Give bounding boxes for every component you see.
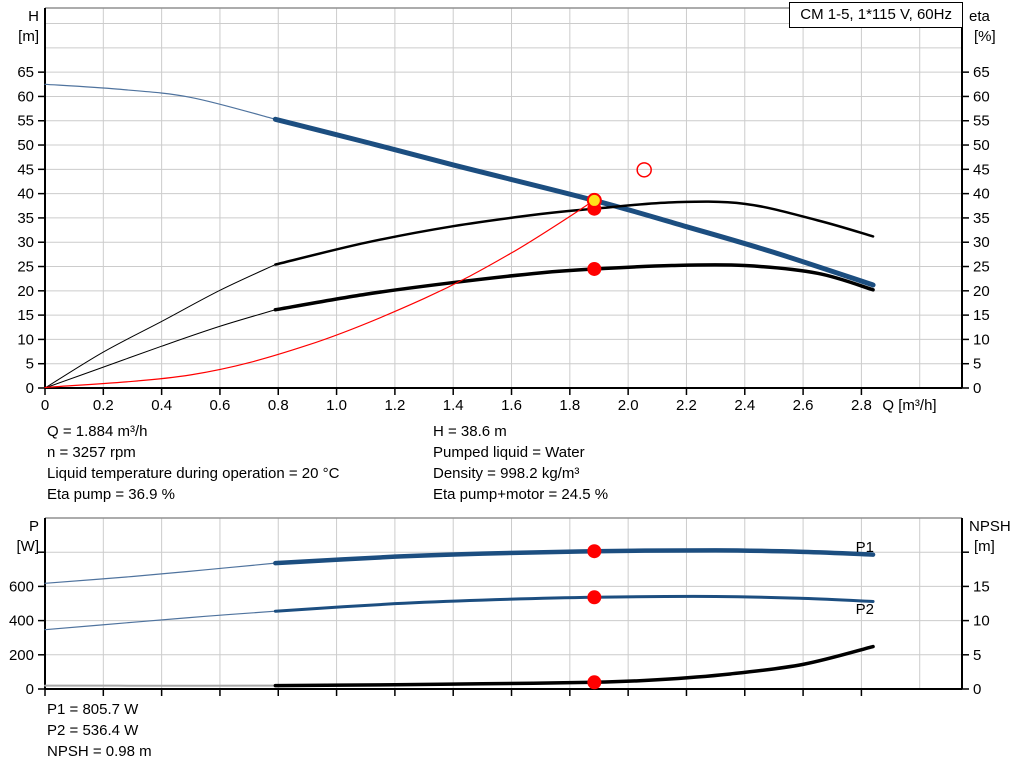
x-tick-label: 2.4 [734,397,755,414]
y-right-tick-label: 50 [973,137,990,154]
p2-curve [273,594,875,613]
pump-model-label: CM 1-5, 1*115 V, 60Hz [800,6,952,23]
y-left-tick-label: 30 [17,234,34,251]
eta-pump-motor-curve [273,263,875,312]
y-right-tick-label: 55 [973,113,990,130]
y-left-tick-label: 600 [9,578,34,595]
y-left-tick-label: 55 [17,113,34,130]
eta-pump-motor-curve-thin [44,309,276,389]
y-left-tick-label: 10 [17,331,34,348]
head-curve [272,116,876,288]
power-npsh-chart[interactable]: 0 200 400 600 0 5 10 15 P [W] NPSH [m] P1 P2 [9,517,1011,698]
y-right-tick-label: 65 [973,64,990,81]
info-liquid-temperature: Liquid temperature during operation = 20… [47,465,340,482]
y-left-tick-label: 0 [26,681,34,698]
y-left-tick-label: 20 [17,283,34,300]
x-tick-label: 2.6 [793,397,814,414]
y-right-tick-label: 0 [973,681,981,698]
y-left-axis-unit: [m] [18,28,39,45]
x-axis-label: Q [m³/h] [882,397,936,414]
info-npsh: NPSH = 0.98 m [47,743,152,760]
y-right-axis-title: eta [969,8,991,25]
y-right-axis-unit: [m] [974,538,995,555]
y-right-tick-label: 10 [973,613,990,630]
x-tick-label: 0.2 [93,397,114,414]
y-left-axis-title: H [28,8,39,25]
y-left-tick-label: 5 [26,356,34,373]
y-right-tick-label: 15 [973,307,990,324]
y-right-tick-label: 60 [973,88,990,105]
head-curve-thin [44,83,276,120]
x-tick-label: 1.0 [326,397,347,414]
p1-curve-thin [44,562,276,584]
x-tick-label: 1.8 [559,397,580,414]
p2-curve-thin [44,610,276,631]
y-right-tick-label: 30 [973,234,990,251]
y-left-tick-label: 25 [17,259,34,276]
y-left-axis-unit: [W] [17,538,40,555]
power-info: P1 = 805.7 W P2 = 536.4 W NPSH = 0.98 m [47,699,152,762]
info-head: H = 38.6 m [433,423,507,440]
y-right-tick-label: 40 [973,186,990,203]
p1-point [587,544,602,559]
p2-label: P2 [856,601,874,618]
x-tick-label: 1.2 [384,397,405,414]
y-left-tick-label: 0 [26,380,34,397]
requested-duty-point [636,162,652,178]
info-density: Density = 998.2 kg/m³ [433,465,580,482]
y-left-tick-label: 35 [17,210,34,227]
info-flow: Q = 1.884 m³/h [47,423,148,440]
eta-pump-curve-thin [44,264,276,389]
info-p2: P2 = 536.4 W [47,722,139,739]
y-right-tick-label: 25 [973,259,990,276]
info-eta-pump: Eta pump = 36.9 % [47,486,175,503]
y-left-tick-label: 65 [17,64,34,81]
x-tick-label: 2.0 [618,397,639,414]
y-right-tick-label: 45 [973,161,990,178]
info-pumped-liquid: Pumped liquid = Water [433,444,585,461]
y-left-tick-label: 15 [17,307,34,324]
system-curve [44,199,595,389]
hq-eta-chart[interactable]: 0 0.2 0.4 0.6 0.8 1.0 1.2 1.4 1.6 1.8 2.0 2.2 2.4 2.6… [17,7,996,414]
x-tick-label: 1.6 [501,397,522,414]
y-left-tick-label: 50 [17,137,34,154]
npsh-curve [273,644,875,688]
y-right-tick-label: 35 [973,210,990,227]
info-eta-pump-motor: Eta pump+motor = 24.5 % [433,486,609,503]
y-left-tick-label: 40 [17,186,34,203]
x-tick-label: 1.4 [443,397,464,414]
eta-pump-motor-point [587,261,602,276]
duty-info-left: Q = 1.884 m³/h n = 3257 rpm Liquid tempe… [47,421,339,505]
y-right-axis-title: NPSH [969,518,1011,535]
y-right-tick-label: 10 [973,331,990,348]
y-right-tick-label: 0 [973,380,981,397]
p2-point [587,590,602,605]
y-right-axis-unit: [%] [974,28,996,45]
y-left-tick-label: 400 [9,613,34,630]
y-left-tick-label: 60 [17,88,34,105]
pump-model-box: CM 1-5, 1*115 V, 60Hz [789,2,963,28]
y-right-tick-label: 15 [973,578,990,595]
y-left-tick-label: 200 [9,647,34,664]
duty-point [586,192,602,208]
info-p1: P1 = 805.7 W [47,701,139,718]
y-right-tick-label: 20 [973,283,990,300]
x-tick-label: 2.2 [676,397,697,414]
x-tick-label: 2.8 [851,397,872,414]
y-left-tick-label: 45 [17,161,34,178]
npsh-point [587,675,602,690]
y-right-tick-label: 5 [973,356,981,373]
p1-label: P1 [856,539,874,556]
x-tick-label: 0 [41,397,49,414]
y-left-axis-title: P [29,518,39,535]
info-speed: n = 3257 rpm [47,444,136,461]
y-right-tick-label: 5 [973,647,981,664]
x-tick-label: 0.6 [210,397,231,414]
duty-info-right: H = 38.6 m Pumped liquid = Water Density… [433,421,608,505]
x-tick-label: 0.8 [268,397,289,414]
x-tick-label: 0.4 [151,397,172,414]
